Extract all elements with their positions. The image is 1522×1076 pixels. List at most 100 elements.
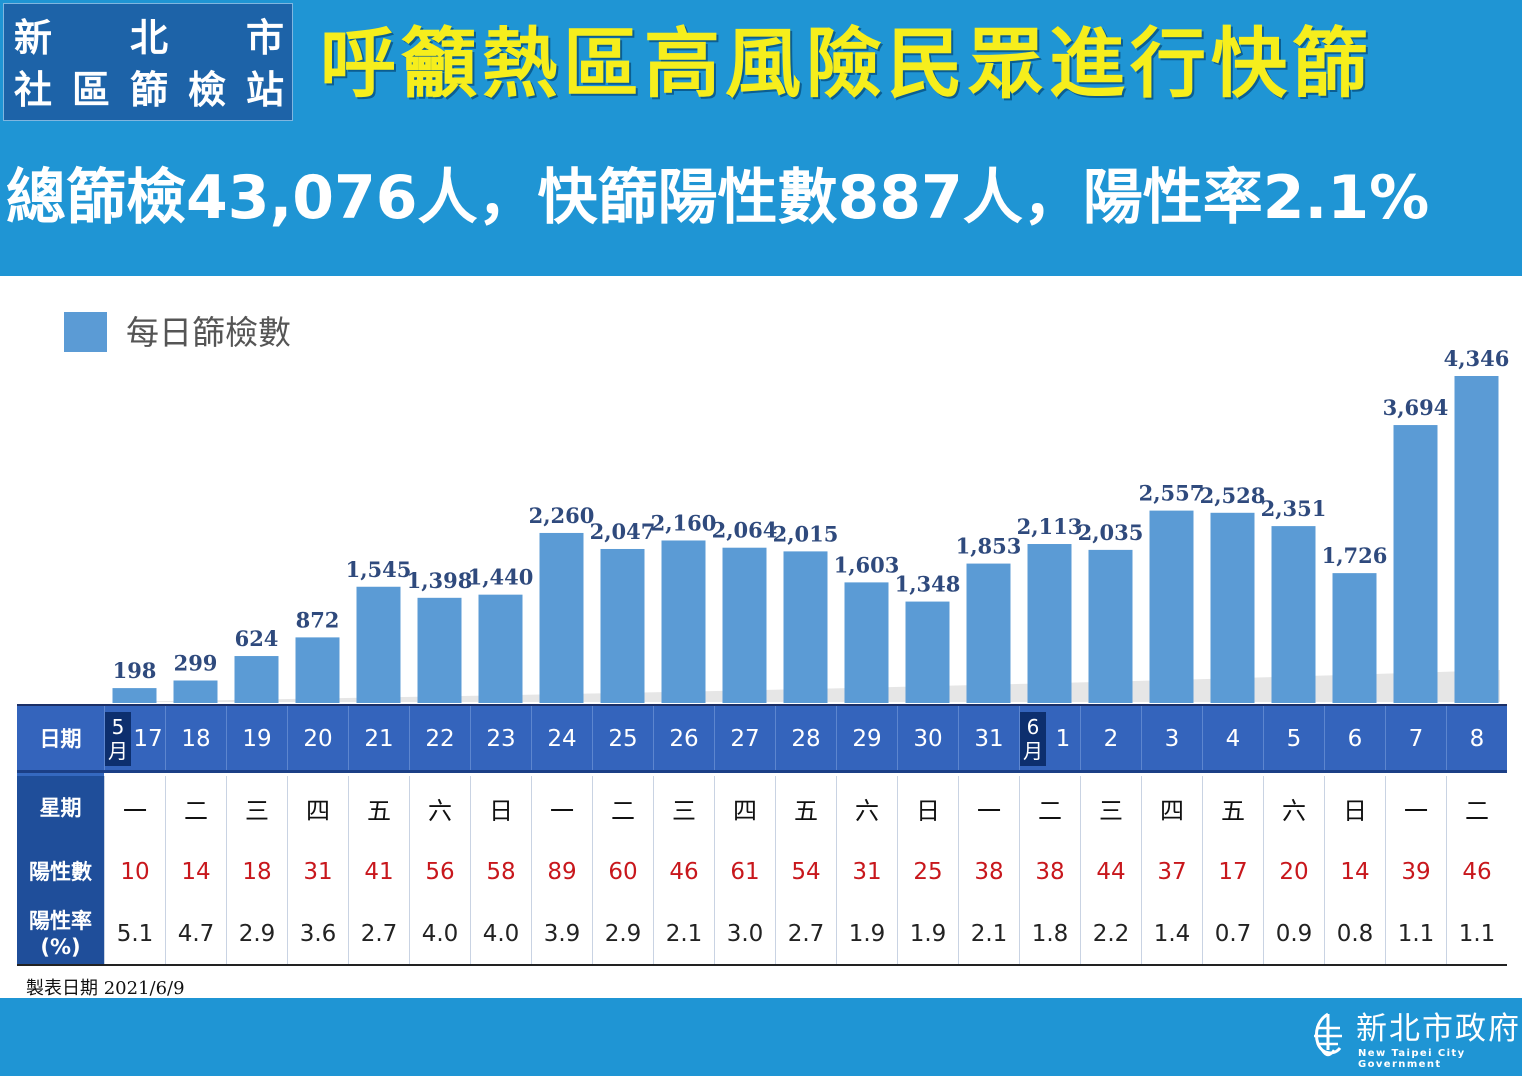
positives-cell: 38 [958, 840, 1019, 904]
weekday-cell: 四 [287, 776, 348, 840]
bar [539, 532, 584, 703]
positives-cell: 54 [775, 840, 836, 904]
bar [1027, 544, 1072, 703]
badge-char: 檢 [187, 68, 226, 112]
bar-value-label: 2,528 [1200, 483, 1266, 508]
date-cell: 29 [836, 706, 897, 772]
bar-value-label: 2,113 [1017, 514, 1083, 539]
rate-cell: 2.7 [775, 904, 836, 964]
rate-cell: 2.7 [348, 904, 409, 964]
summary-stats: 總篩檢43,076人，快篩陽性數887人，陽性率2.1% [6, 163, 1430, 233]
rate-cell: 1.8 [1019, 904, 1080, 964]
weekday-cell: 三 [653, 776, 714, 840]
badge-char: 篩 [129, 68, 168, 112]
weekday-row: 星期 一二三四五六日一二三四五六日一二三四五六日一二 [17, 776, 1507, 840]
bar-value-label: 299 [174, 651, 218, 676]
date-cell: 5 [1263, 706, 1324, 772]
bar [1271, 526, 1316, 703]
weekday-cell: 五 [775, 776, 836, 840]
rate-header: 陽性率 (%) [17, 904, 104, 964]
positives-cell: 25 [897, 840, 958, 904]
date-cell: 25 [592, 706, 653, 772]
weekday-cell: 四 [714, 776, 775, 840]
weekday-cell: 一 [531, 776, 592, 840]
daily-tests-bar-chart: 198 2996248721,5451,3981,4402,2602,0472,1… [100, 346, 1509, 703]
date-cell: 24 [531, 706, 592, 772]
positives-cell: 44 [1080, 840, 1141, 904]
bar-value-label: 1,545 [346, 557, 412, 582]
weekday-cell: 三 [226, 776, 287, 840]
bar [1454, 376, 1499, 703]
bar [1210, 512, 1255, 703]
badge-line-2: 社 區 篩 檢 站 [14, 64, 284, 116]
bar-value-label: 2,015 [773, 521, 839, 546]
footer-banner [0, 998, 1522, 1076]
positives-cell: 18 [226, 840, 287, 904]
bar [295, 637, 340, 703]
weekday-cell: 一 [958, 776, 1019, 840]
weekday-cell: 二 [1446, 776, 1507, 840]
rate-cell: 3.6 [287, 904, 348, 964]
positives-row: 陽性數 10 14 18 31 41 56 58 89 60 46 61 54 31 25 38 38 44 37… [17, 840, 1507, 904]
rate-cell: 2.9 [226, 904, 287, 964]
bar [966, 563, 1011, 703]
header-banner: 新 北 市 社 區 篩 檢 站 呼籲熱區高風險民眾進行快篩 總篩檢43,076人… [0, 0, 1522, 276]
positives-cell: 56 [409, 840, 470, 904]
rate-cell: 4.0 [470, 904, 531, 964]
weekday-cell: 二 [1019, 776, 1080, 840]
date-cell: 21 [348, 706, 409, 772]
weekday-cell: 六 [836, 776, 897, 840]
bar [478, 594, 523, 703]
bar [783, 551, 828, 703]
rate-cell: 0.8 [1324, 904, 1385, 964]
weekday-cell: 二 [165, 776, 226, 840]
weekday-cell: 五 [1202, 776, 1263, 840]
rate-cell: 5.1 [104, 904, 165, 964]
rate-cell: 0.7 [1202, 904, 1263, 964]
date-cell: 20 [287, 706, 348, 772]
badge-char: 北 [129, 16, 168, 60]
badge-line-1: 新 北 市 [14, 12, 284, 64]
legend-swatch [64, 312, 107, 352]
bar [661, 540, 706, 703]
positives-cell: 37 [1141, 840, 1202, 904]
rate-cell: 1.9 [836, 904, 897, 964]
date-cell: 3 [1141, 706, 1202, 772]
rate-cell: 4.0 [409, 904, 470, 964]
badge-char: 新 [14, 16, 53, 60]
bar-value-label: 1,398 [407, 568, 473, 593]
date-cell: 28 [775, 706, 836, 772]
positives-cell: 17 [1202, 840, 1263, 904]
badge-char: 市 [245, 16, 284, 60]
badge-char: 區 [71, 68, 110, 112]
weekday-header: 星期 [17, 776, 104, 840]
bar [1149, 510, 1194, 703]
bar [112, 688, 157, 703]
bar-value-label: 1,603 [834, 552, 900, 577]
positives-cell: 41 [348, 840, 409, 904]
bar [1088, 549, 1133, 703]
bar-value-label: 2,035 [1078, 520, 1144, 545]
weekday-cell: 日 [1324, 776, 1385, 840]
weekday-cell: 六 [409, 776, 470, 840]
rate-cell: 1.1 [1385, 904, 1446, 964]
station-badge: 新 北 市 社 區 篩 檢 站 [3, 3, 293, 121]
positives-cell: 61 [714, 840, 775, 904]
data-table: 日期 5 月 17 18 19 20 21 22 23 24 25 26 27 28 29 30 31 6 月 1 2 3… [17, 704, 1507, 966]
bar [356, 586, 401, 703]
date-cell: 4 [1202, 706, 1263, 772]
bar-value-label: 624 [235, 626, 279, 651]
date-cell: 27 [714, 706, 775, 772]
positives-cell: 10 [104, 840, 165, 904]
page-title: 呼籲熱區高風險民眾進行快篩 [320, 19, 1373, 108]
weekday-cell: 日 [470, 776, 531, 840]
date-cell: 8 [1446, 706, 1507, 772]
bar [905, 601, 950, 703]
bar-value-label: 2,047 [590, 519, 656, 544]
bar-value-label: 2,160 [651, 510, 717, 535]
chart-date-credit: 製表日期 2021/6/9 [26, 978, 185, 999]
rate-row: 陽性率 (%) 5.1 4.7 2.9 3.6 2.7 4.0 4.0 3.9 2.9 2.1 3.0… [17, 904, 1507, 964]
new-taipei-city-logo-icon [1314, 1012, 1342, 1057]
bar-value-label: 2,557 [1139, 481, 1205, 506]
